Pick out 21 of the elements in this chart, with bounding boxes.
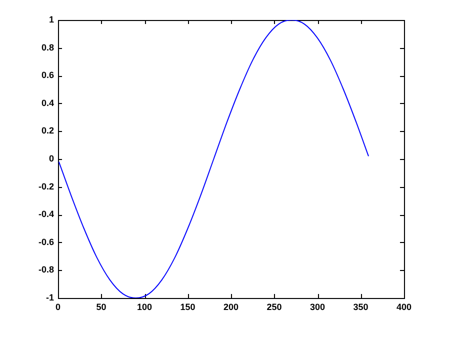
x-tick-label: 350 <box>353 302 368 312</box>
line-series <box>58 20 370 298</box>
y-tick-label: 0.6 <box>41 70 54 80</box>
y-tick-label: 0.2 <box>41 126 54 136</box>
y-tick-label: -0.8 <box>38 264 54 275</box>
x-tick-label: 150 <box>180 302 196 312</box>
y-tick-label: -1 <box>46 292 54 302</box>
x-tick-label: 0 <box>55 302 61 312</box>
y-tick-label: 1 <box>48 14 54 24</box>
y-tick-label: 0.4 <box>41 98 54 108</box>
y-tick-label: -0.2 <box>38 181 54 192</box>
x-tick-label: 400 <box>396 302 412 312</box>
x-tick-label: 50 <box>96 302 106 312</box>
x-tick-label: 100 <box>136 302 152 312</box>
x-tick-label: 200 <box>223 302 239 312</box>
x-tick-label: 300 <box>310 302 326 312</box>
y-tick-label: 0.8 <box>41 42 54 52</box>
y-tick-label: -0.4 <box>38 209 54 220</box>
x-tick-label: 250 <box>266 302 282 312</box>
y-tick-label: -0.6 <box>38 236 54 247</box>
y-tick-label: 0 <box>48 153 54 164</box>
